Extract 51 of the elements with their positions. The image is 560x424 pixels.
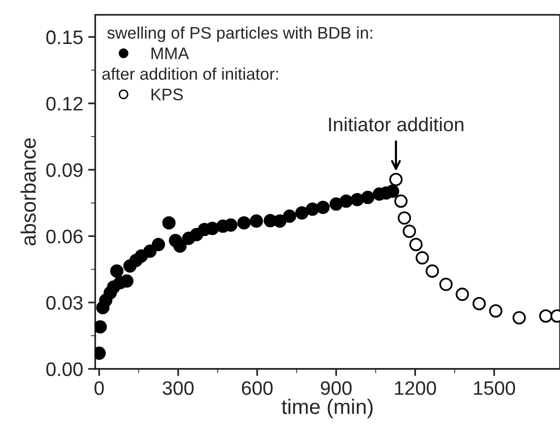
y-tick-label: 0.03: [46, 296, 83, 310]
point: [162, 216, 176, 230]
point: [456, 288, 469, 301]
point: [402, 224, 416, 238]
annotation: Initiator addition: [329, 117, 464, 132]
point: [389, 172, 403, 186]
point: [273, 214, 286, 228]
point: [224, 218, 238, 232]
x-tick-label: 300: [162, 381, 194, 395]
point: [386, 184, 400, 198]
point: [237, 216, 251, 230]
y-tick-label: 0.15: [46, 30, 83, 44]
y-tick-label: 0.12: [46, 96, 82, 111]
point: [361, 190, 374, 204]
point: [173, 239, 187, 253]
point: [472, 296, 486, 310]
y-axis-title: absorbance: [20, 138, 36, 246]
annotation: after addition of initiator:: [102, 68, 278, 80]
point: [398, 211, 412, 225]
point: [409, 238, 423, 252]
legend-title: swelling of PS particles with BDB in:: [107, 26, 372, 42]
point: [539, 309, 552, 323]
point: [316, 200, 330, 214]
x-tick-label: 1500: [474, 381, 516, 395]
point: [110, 264, 124, 278]
point: [250, 214, 264, 228]
point: [416, 251, 429, 264]
point: [350, 192, 364, 206]
point: [340, 194, 353, 208]
point: [143, 244, 157, 258]
x-tick-label: 900: [320, 381, 352, 395]
x-tick-label: 0: [94, 381, 104, 395]
y-tick-label: 0.00: [46, 362, 83, 376]
point: [152, 238, 166, 252]
x-tick-label: 600: [242, 381, 273, 395]
point: [394, 194, 408, 208]
legend-label: MMA: [152, 48, 190, 60]
point: [439, 278, 453, 291]
x-axis-title: time (min): [282, 398, 373, 418]
point: [282, 210, 296, 223]
point: [306, 202, 320, 216]
point: [206, 222, 220, 236]
point: [489, 304, 502, 318]
point: [295, 206, 309, 220]
y-tick-label: 0.06: [46, 230, 83, 244]
legend-label: KPS: [152, 88, 183, 100]
x-tick-label: 1200: [395, 381, 436, 395]
point: [120, 274, 134, 288]
y-tick-label: 0.09: [46, 163, 82, 177]
point: [426, 264, 439, 278]
point: [512, 311, 526, 324]
